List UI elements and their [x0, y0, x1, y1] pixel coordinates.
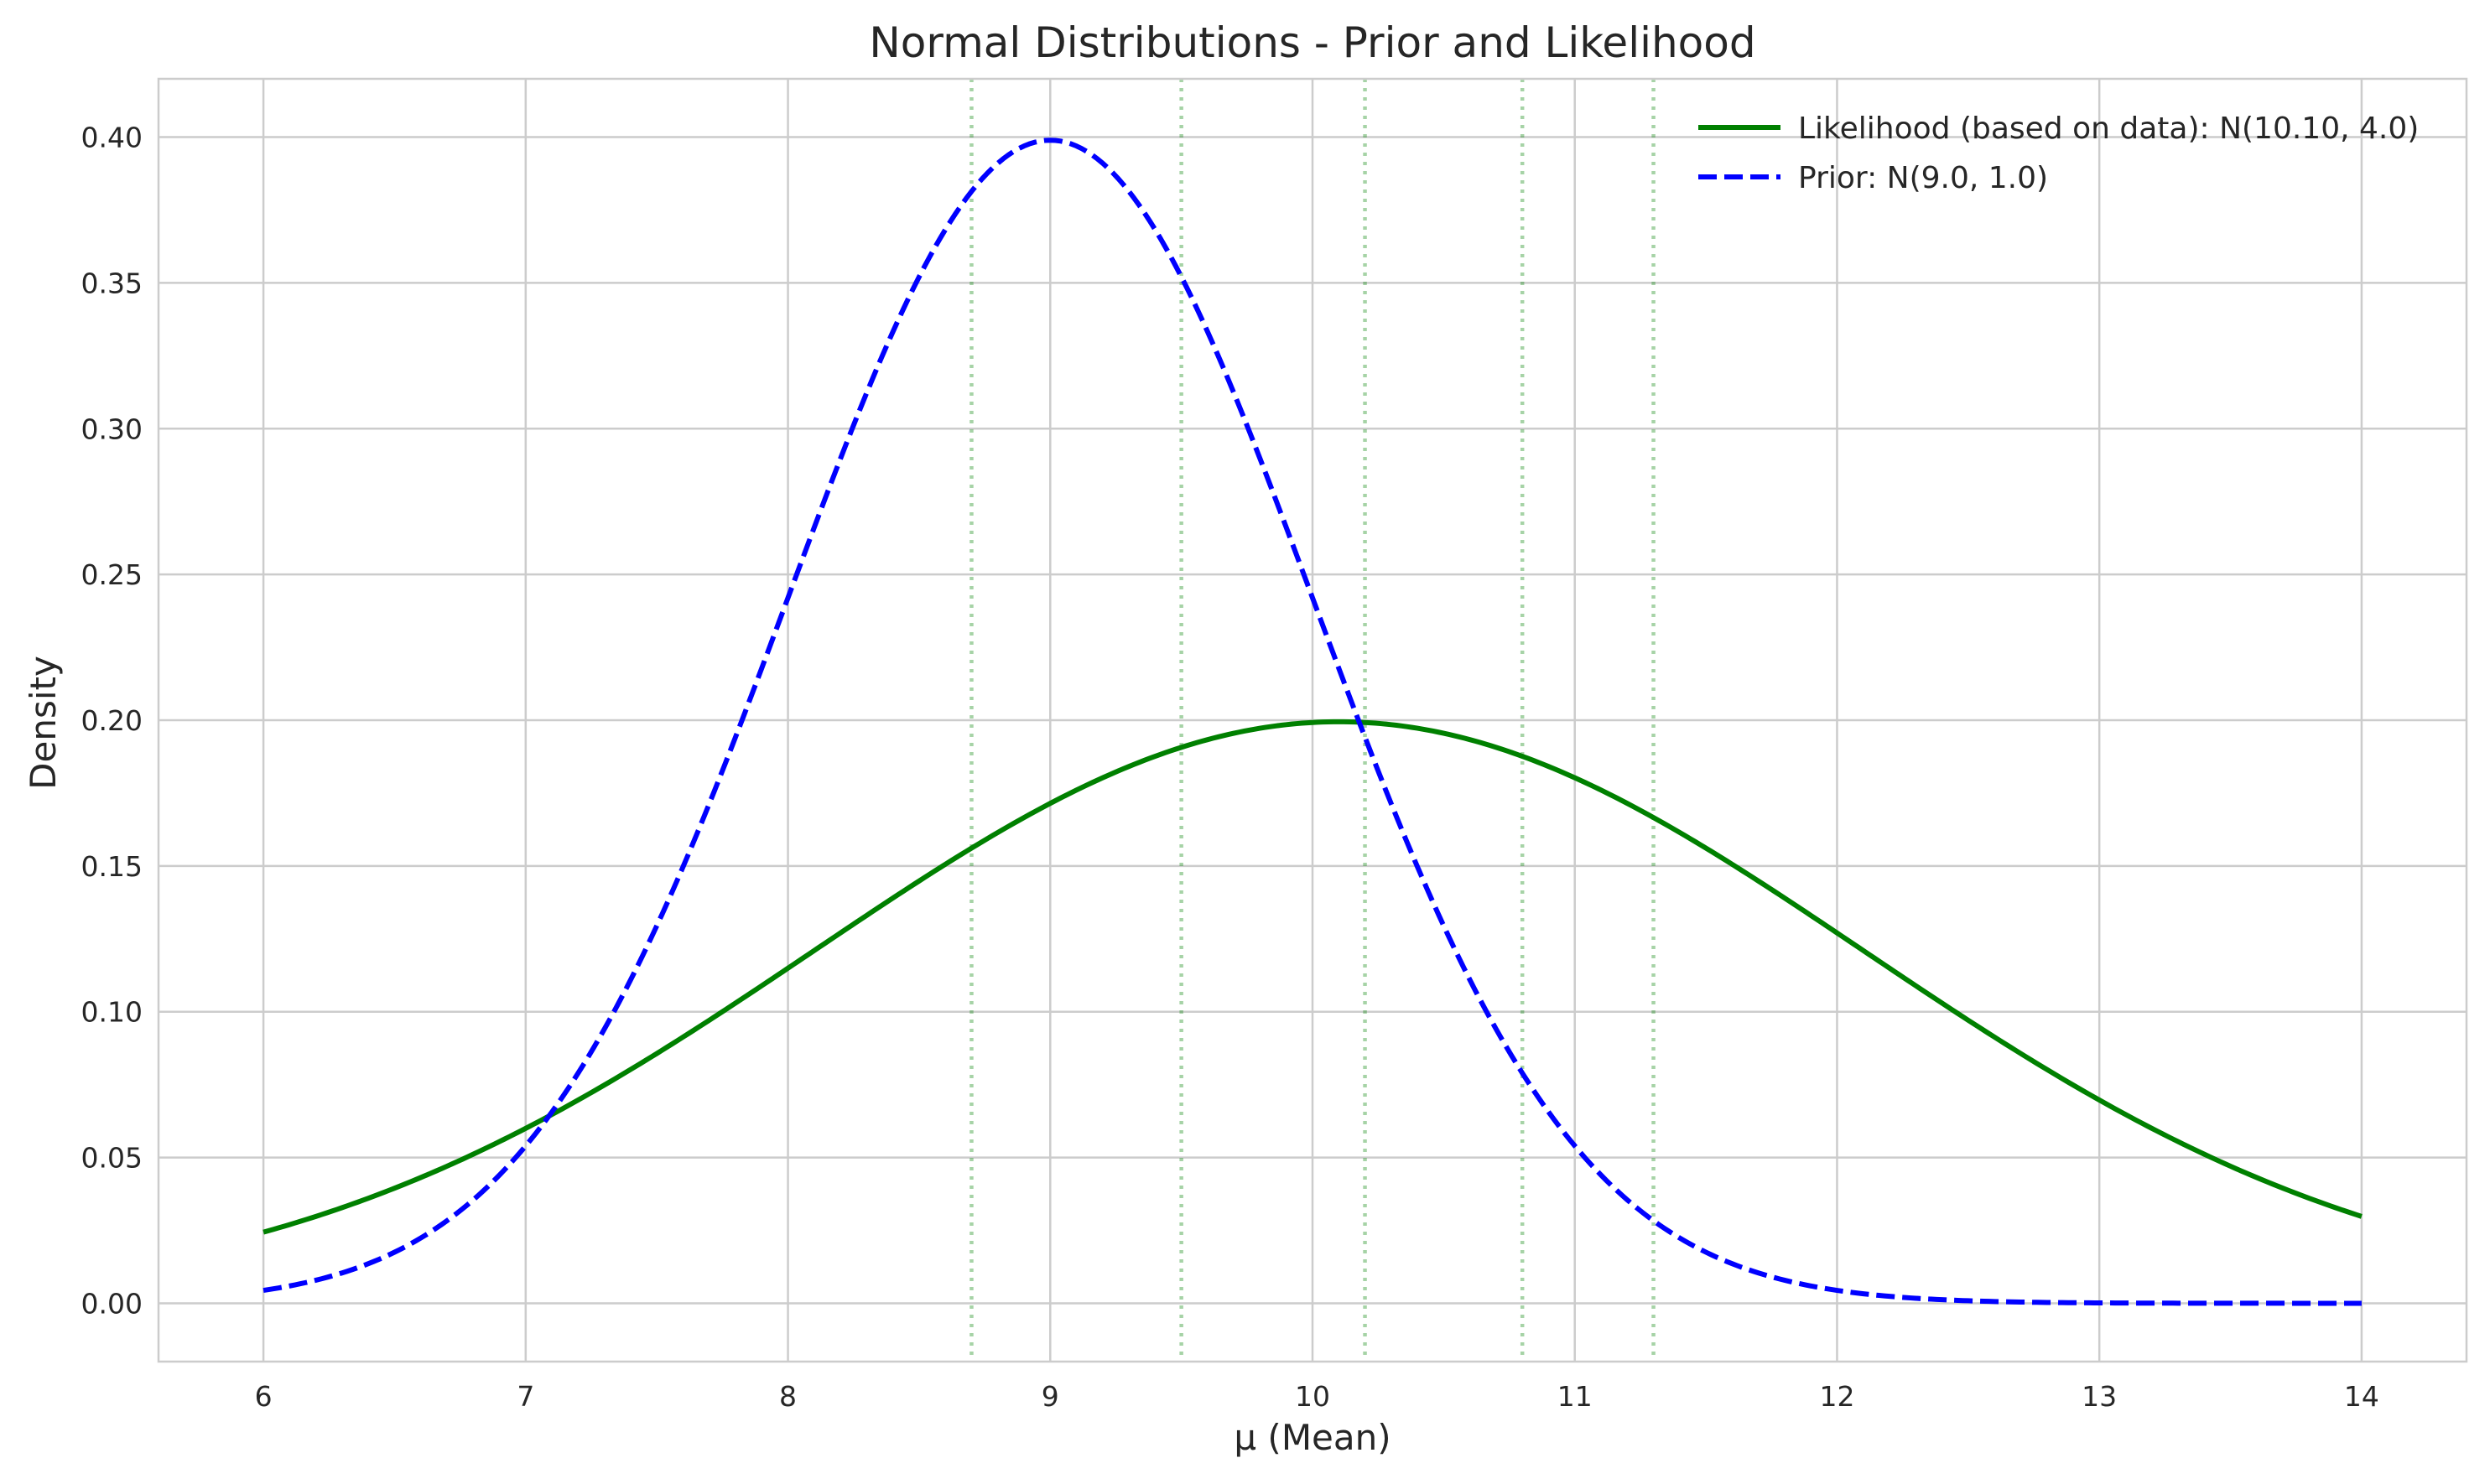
plot-frame: [157, 77, 2468, 1363]
y-tick-label: 0.15: [81, 850, 143, 883]
y-axis-title: Density: [23, 656, 64, 790]
x-tick-label: 10: [1295, 1380, 1330, 1413]
y-tick-label: 0.05: [81, 1142, 143, 1175]
series-layer: [263, 138, 2363, 1306]
y-tick-labels: 0.00 0.05 0.10 0.15 0.20 0.25 0.30 0.35 0.40: [81, 122, 143, 1321]
y-tick-label: 0.30: [81, 413, 143, 445]
y-tick-label: 0.40: [81, 122, 143, 154]
x-tick-label: 14: [2344, 1380, 2379, 1413]
x-tick-label: 7: [517, 1380, 534, 1413]
chart-title: Normal Distributions - Prior and Likelih…: [869, 18, 1755, 67]
x-tick-label: 11: [1557, 1380, 1593, 1413]
y-tick-label: 0.10: [81, 996, 143, 1029]
y-tick-label: 0.25: [81, 558, 143, 591]
x-tick-label: 9: [1042, 1380, 1059, 1413]
y-tick-label: 0.35: [81, 267, 143, 299]
x-tick-label: 13: [2082, 1380, 2117, 1413]
x-tick-labels: 6 7 8 9 10 11 12 13 14: [255, 1380, 2379, 1413]
data-point-markers: [969, 79, 1656, 1362]
series-line: [263, 138, 2362, 1306]
y-tick-label: 0.00: [81, 1287, 143, 1320]
legend-label-likelihood: Likelihood (based on data): N(10.10, 4.0…: [1798, 112, 2419, 146]
x-tick-label: 8: [779, 1380, 797, 1413]
legend-label-prior: Prior: N(9.0, 1.0): [1798, 161, 2048, 195]
y-tick-label: 0.20: [81, 704, 143, 737]
x-tick-label: 6: [255, 1380, 273, 1413]
x-axis-title: μ (Mean): [1234, 1417, 1391, 1458]
x-tick-label: 12: [1819, 1380, 1854, 1413]
legend: Likelihood (based on data): N(10.10, 4.0…: [1698, 112, 2419, 195]
series-line: [263, 719, 2363, 1235]
